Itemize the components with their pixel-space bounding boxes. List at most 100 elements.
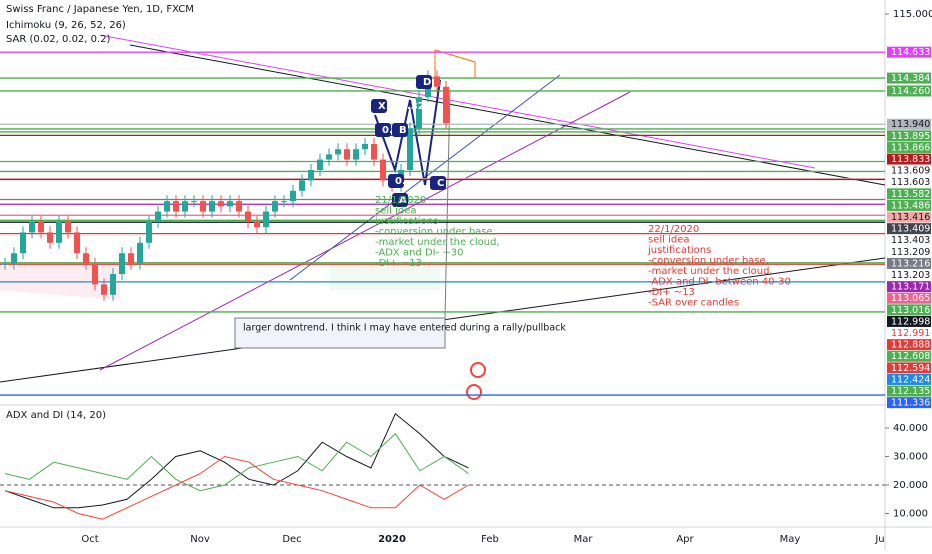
events <box>466 362 486 400</box>
candle <box>191 201 197 203</box>
candle <box>164 201 170 212</box>
pattern-label: B <box>399 125 407 136</box>
candle <box>317 159 323 170</box>
pattern-label-bg <box>392 123 408 137</box>
candle <box>254 222 260 228</box>
price-tag: 112.991 <box>887 327 931 339</box>
price-tag-bg <box>887 211 931 223</box>
candle <box>443 86 449 124</box>
candle <box>272 201 278 212</box>
price-tag-label: 112.424 <box>891 374 930 385</box>
candle <box>83 253 89 264</box>
event-icon <box>466 384 482 400</box>
price-tag-label: 113.016 <box>891 305 930 316</box>
indicator-sar: SAR (0.02, 0.02, 0.2) <box>6 34 111 45</box>
pattern-label: X <box>378 101 386 112</box>
price-tag-label: 112.608 <box>891 351 930 362</box>
price-tag-bg <box>887 141 931 153</box>
pattern-label-bg <box>416 75 432 89</box>
candle <box>155 211 161 222</box>
price-tag-bg <box>887 373 931 385</box>
price-tag-bg <box>887 339 931 351</box>
annotation-line: -DI+ ~13 <box>648 287 695 298</box>
candle <box>218 201 224 207</box>
candle <box>227 201 233 207</box>
annotation-line: -SAR over candles <box>648 298 739 309</box>
price-tag: 112.888 <box>887 339 931 351</box>
candle <box>335 149 341 155</box>
price-tag: 114.260 <box>887 85 931 97</box>
price-tag-bg <box>887 234 931 246</box>
candle <box>209 201 215 212</box>
adx-tick-label: 10.000 <box>893 509 928 520</box>
price-tag-bg <box>887 281 931 293</box>
candle <box>290 190 296 202</box>
candle <box>353 149 359 160</box>
header: Swiss Franc / Japanese Yen, 1D, FXCM Ich… <box>6 4 194 45</box>
price-tag: 113.209 <box>887 246 931 258</box>
annotation-line: -market under the cloud, <box>375 237 500 248</box>
callout-text: larger downtrend. I think I may have ent… <box>243 323 566 334</box>
price-tag: 113.486 <box>887 199 931 211</box>
adx-title: ADX and DI (14, 20) <box>6 410 106 421</box>
price-tag: 113.582 <box>887 188 931 200</box>
trendline <box>99 34 816 169</box>
candle <box>11 253 17 264</box>
price-tag-label: 112.135 <box>891 386 930 397</box>
time-label: Nov <box>190 534 210 545</box>
trendline <box>289 74 561 281</box>
pattern-label-bg <box>392 193 408 207</box>
pattern-label-bg <box>371 99 387 113</box>
candle <box>101 284 107 295</box>
price-tag: 113.203 <box>887 269 931 281</box>
pattern-label-bg <box>375 123 391 137</box>
annotation-line: -ADX and DI- ~30 <box>375 248 464 259</box>
price-tag-label: 113.609 <box>891 166 930 177</box>
price-tag: 112.998 <box>887 315 931 327</box>
price-tag: 113.940 <box>887 118 931 130</box>
annotation-line: sell idea <box>648 235 690 246</box>
candle <box>263 211 269 228</box>
price-tag-bg <box>887 257 931 269</box>
price-tag-bg <box>887 118 931 130</box>
candle <box>47 232 53 243</box>
candle <box>326 154 332 160</box>
candle <box>146 222 152 243</box>
candle <box>281 201 287 203</box>
price-tag: 113.603 <box>887 176 931 188</box>
pattern-label-bg <box>388 174 404 188</box>
candle <box>371 144 377 160</box>
price-tag-bg <box>887 223 931 235</box>
price-tag-bg <box>887 199 931 211</box>
annotation-line: 21/1/2020 <box>375 195 426 206</box>
price-tag-bg <box>887 46 931 58</box>
price-tag-label: 112.998 <box>891 316 930 327</box>
candle <box>20 232 26 254</box>
price-tag: 112.608 <box>887 350 931 362</box>
price-tag-label: 113.403 <box>891 235 930 246</box>
price-tick-label: 115.000 <box>893 9 932 20</box>
adx-line <box>4 455 469 520</box>
candle <box>29 222 35 233</box>
price-tag-label: 112.888 <box>891 340 930 351</box>
price-tag: 113.065 <box>887 292 931 304</box>
candle <box>110 274 116 295</box>
time-label: Feb <box>481 534 499 545</box>
annotation-line: -conversion under base, <box>648 256 769 267</box>
pattern-label: 0.6 <box>382 125 400 136</box>
price-tag: 113.409 <box>887 223 931 235</box>
price-tag-label: 113.486 <box>891 200 930 211</box>
time-label: 2020 <box>378 534 406 545</box>
pattern <box>374 79 441 186</box>
price-tag-label: 113.065 <box>891 293 930 304</box>
price-tag-label: 114.260 <box>891 86 930 97</box>
price-tag-bg <box>887 85 931 97</box>
price-tag-bg <box>887 188 931 200</box>
price-tag-label: 113.203 <box>891 270 930 281</box>
pattern-label: 0. <box>395 176 406 187</box>
price-tag-bg <box>887 304 931 316</box>
time-label: Apr <box>676 534 694 545</box>
price-tag: 113.866 <box>887 141 931 153</box>
price-tag-bg <box>887 72 931 84</box>
